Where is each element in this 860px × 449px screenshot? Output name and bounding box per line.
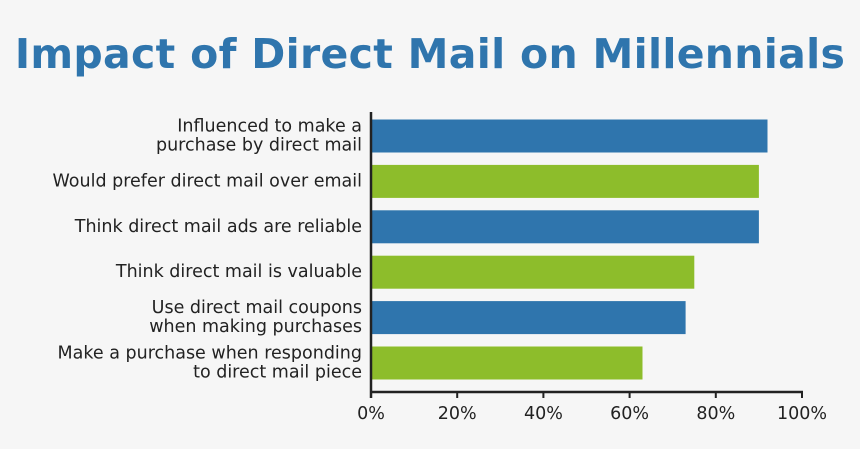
x-tick-label-5: 100% [777, 404, 827, 424]
bar-3 [372, 210, 759, 244]
x-tick-label-3: 60% [610, 404, 649, 424]
bar-4 [372, 255, 695, 289]
bar-5 [372, 301, 686, 335]
category-label-6: Make a purchase when responding to direct… [58, 344, 362, 383]
x-tick-label-4: 80% [696, 404, 735, 424]
category-label-3: Think direct mail ads are reliable [74, 217, 362, 237]
bar-2 [372, 164, 759, 198]
category-label-1: Influenced to make a purchase by direct m… [156, 117, 362, 156]
chart-title: Impact of Direct Mail on Millennials [14, 30, 846, 78]
category-label-5: Use direct mail coupons when making purch… [149, 298, 362, 337]
x-tick-label-1: 20% [438, 404, 477, 424]
bar-6 [372, 346, 643, 380]
bar-1 [372, 119, 768, 153]
x-tick-label-2: 40% [524, 404, 563, 424]
category-label-2: Would prefer direct mail over email [53, 171, 362, 191]
category-label-4: Think direct mail is valuable [115, 262, 362, 282]
x-tick-label-0: 0% [357, 404, 385, 424]
